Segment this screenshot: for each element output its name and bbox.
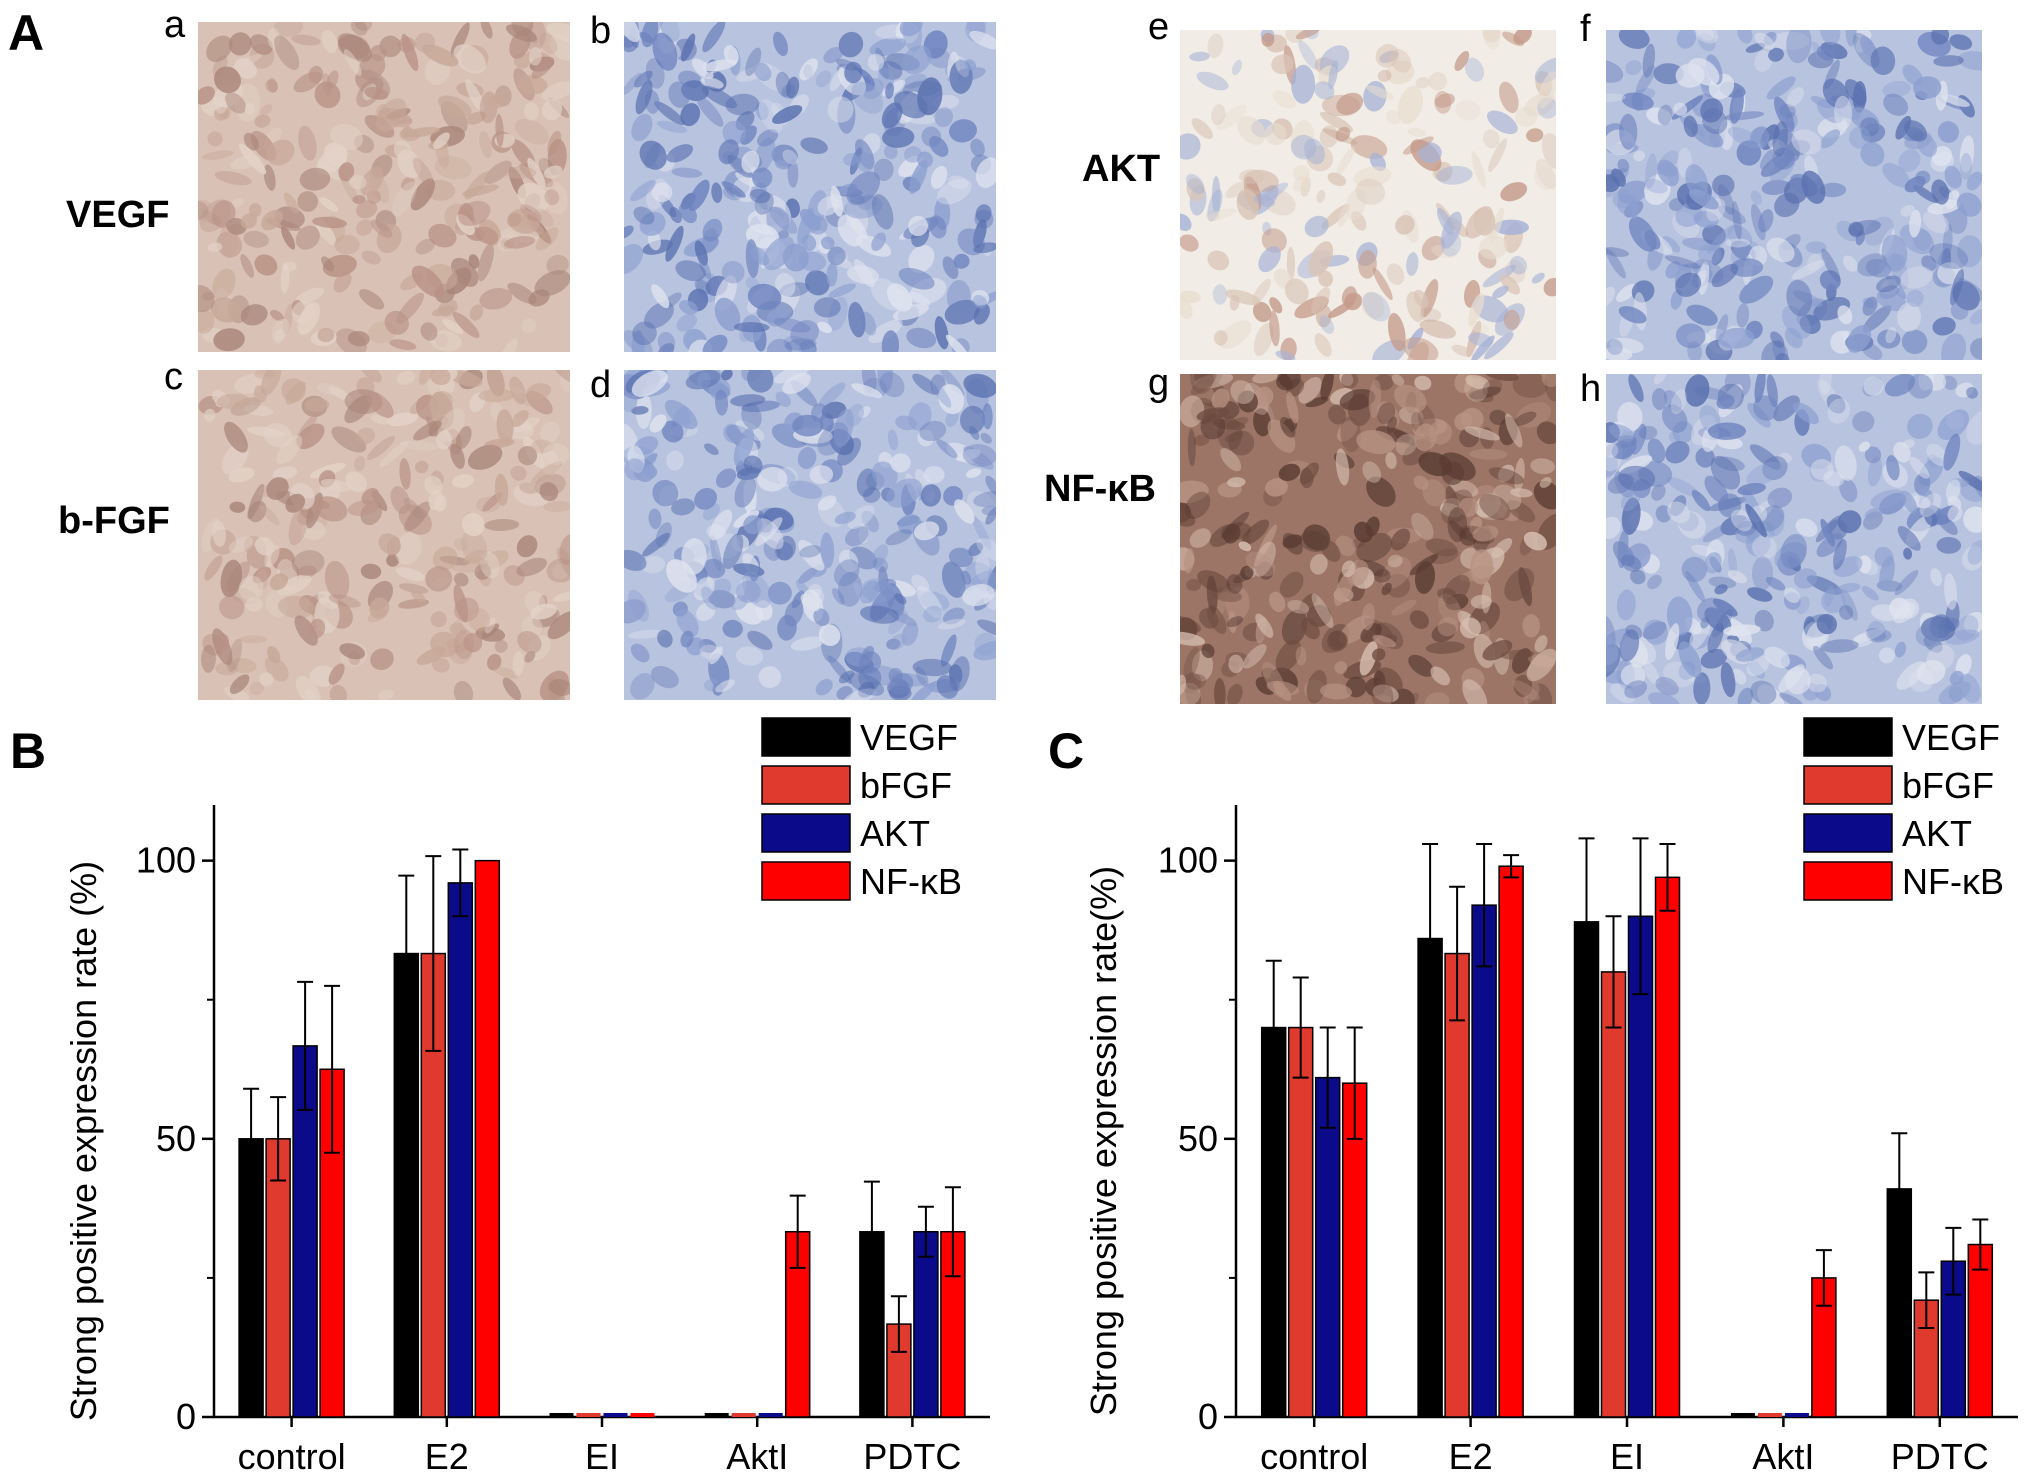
- error-bar: [1605, 915, 1622, 1029]
- legend-swatch: [761, 765, 851, 805]
- legend-swatch: [1803, 765, 1893, 805]
- legend-swatch: [761, 813, 851, 853]
- bar: [913, 1230, 939, 1418]
- y-tick-label: 0: [176, 1396, 196, 1437]
- x-tick-label: control: [1260, 1436, 1368, 1477]
- micrograph-h: [1606, 374, 1982, 704]
- image-letter-b: b: [590, 10, 612, 52]
- error-bar: [789, 1194, 806, 1269]
- legend-label: bFGF: [1902, 765, 1994, 806]
- error-bar: [1422, 842, 1439, 1035]
- bar-chart-c: C 0 50 100 Strong positive expression rate(%…: [1048, 717, 2018, 1477]
- bar: [1471, 904, 1497, 1418]
- x-tick-label: E2: [1449, 1436, 1493, 1477]
- error-bar: [1918, 1271, 1935, 1329]
- micrograph-a: [198, 22, 570, 352]
- error-bar: [1346, 1026, 1363, 1140]
- image-letter-d: d: [590, 364, 612, 406]
- micrograph-e: [1180, 30, 1556, 360]
- legend-label: AKT: [1902, 813, 1972, 854]
- row-label-akt: AKT: [1082, 148, 1161, 190]
- micrograph-f: [1606, 30, 1982, 360]
- legend-swatch: [1803, 861, 1893, 901]
- legend-label: NF-κB: [1902, 861, 2004, 902]
- x-tick-label: PDTC: [863, 1436, 961, 1477]
- row-label-vegf: VEGF: [66, 194, 170, 236]
- micrograph-b: [624, 22, 996, 352]
- bar: [1600, 971, 1627, 1418]
- y-axis-label: Strong positive expression rate(%): [1083, 866, 1124, 1416]
- image-letter-g: g: [1148, 362, 1170, 404]
- error-bar: [1659, 842, 1676, 912]
- legend-swatch: [1803, 717, 1893, 757]
- micrograph-d: [624, 370, 996, 700]
- bar: [1627, 915, 1654, 1418]
- error-bar: [324, 984, 341, 1154]
- x-tick-label: E2: [425, 1436, 469, 1477]
- error-bar: [890, 1295, 907, 1353]
- x-tick-label: PDTC: [1891, 1436, 1989, 1477]
- y-tick-label: 0: [1198, 1396, 1218, 1437]
- x-tick-label: AktI: [726, 1436, 788, 1477]
- legend-swatch: [1803, 813, 1893, 853]
- bar: [1314, 1076, 1341, 1418]
- error-bar: [1945, 1226, 1962, 1296]
- bar: [1444, 952, 1470, 1418]
- error-bar: [297, 980, 314, 1111]
- error-bar: [1503, 854, 1520, 879]
- error-bar: [863, 1180, 880, 1283]
- micrograph-g: [1180, 374, 1556, 704]
- legend-label: bFGF: [860, 765, 952, 806]
- micrograph-c: [198, 370, 570, 700]
- image-letter-c: c: [164, 356, 183, 398]
- bar-chart-b: B 0 50 100 Strong positive expression rate (…: [10, 717, 990, 1477]
- legend-label: VEGF: [1902, 717, 2000, 758]
- y-tick-label: 50: [1178, 1118, 1218, 1159]
- error-bar: [1319, 1026, 1336, 1129]
- y-tick-label: 100: [1158, 840, 1218, 881]
- panel-label-a: A: [8, 5, 45, 61]
- x-tick-label: EI: [585, 1436, 619, 1477]
- legend-label: NF-κB: [860, 861, 962, 902]
- error-bar: [1891, 1132, 1908, 1246]
- bar: [474, 859, 501, 1418]
- error-bar: [917, 1205, 934, 1258]
- error-bar: [1815, 1249, 1832, 1307]
- y-axis-label: Strong positive expression rate (%): [63, 861, 104, 1421]
- row-label-bfgf: b-FGF: [58, 500, 170, 542]
- panel-label: C: [1048, 723, 1084, 779]
- error-bar: [1476, 842, 1493, 968]
- error-bar: [425, 855, 442, 1052]
- legend-swatch: [761, 861, 851, 901]
- error-bar: [243, 1087, 260, 1190]
- error-bar: [944, 1186, 961, 1278]
- image-letter-f: f: [1580, 8, 1591, 50]
- x-tick-label: EI: [1610, 1436, 1644, 1477]
- x-tick-label: AktI: [1752, 1436, 1814, 1477]
- error-bar: [1292, 976, 1309, 1079]
- image-letter-a: a: [164, 4, 186, 46]
- row-label-nfkb: NF-κB: [1044, 468, 1156, 510]
- legend-label: AKT: [860, 813, 930, 854]
- y-tick-label: 50: [156, 1118, 196, 1159]
- image-letter-e: e: [1148, 6, 1170, 48]
- error-bar: [1449, 885, 1466, 1022]
- error-bar: [270, 1096, 287, 1182]
- image-letter-h: h: [1580, 368, 1602, 410]
- panel-label: B: [10, 723, 46, 779]
- error-bar: [1578, 837, 1595, 1007]
- error-bar: [1265, 959, 1282, 1096]
- y-tick-label: 100: [136, 840, 196, 881]
- bar: [447, 882, 474, 1418]
- legend-swatch: [761, 717, 851, 757]
- bar: [1287, 1026, 1314, 1418]
- error-bar: [398, 874, 415, 1033]
- legend-label: VEGF: [860, 717, 958, 758]
- x-tick-label: control: [238, 1436, 346, 1477]
- error-bar: [1632, 837, 1649, 996]
- error-bar: [452, 848, 469, 918]
- bar: [1498, 865, 1524, 1418]
- error-bar: [1972, 1218, 1989, 1271]
- bar: [1654, 876, 1681, 1418]
